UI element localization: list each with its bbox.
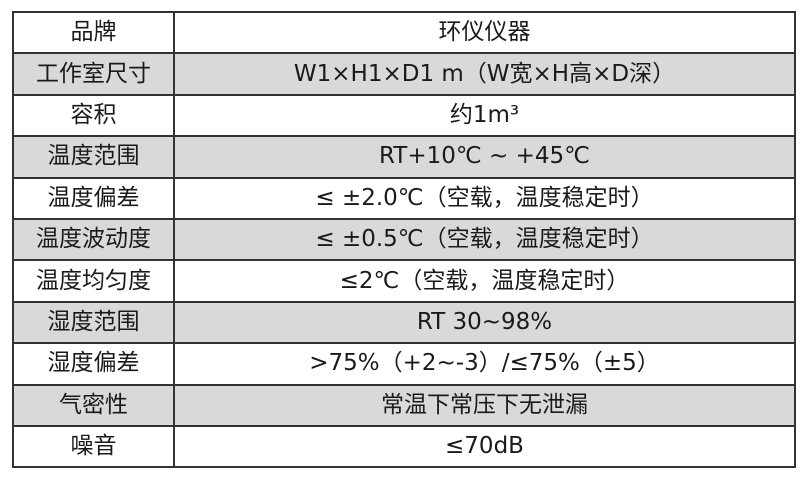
table-row: 工作室尺寸 W1×H1×D1 m（W宽×H高×D深） [12, 52, 796, 96]
table-row: 温度波动度 ≤ ±0.5℃（空载，温度稳定时） [12, 217, 796, 262]
row-value: ≤2℃（空载，温度稳定时） [173, 259, 796, 303]
row-value: RT+10℃ ~ +45℃ [173, 135, 796, 179]
row-label: 噪音 [12, 424, 175, 469]
row-value: 约1m³ [173, 93, 796, 138]
row-label: 温度波动度 [12, 217, 175, 262]
row-label: 湿度偏差 [12, 342, 175, 386]
table-row: 温度范围 RT+10℃ ~ +45℃ [12, 135, 796, 179]
table-row: 湿度偏差 >75%（+2~-3）/≤75%（±5） [12, 342, 796, 386]
row-label: 品牌 [12, 10, 175, 55]
table-row: 容积 约1m³ [12, 93, 796, 138]
table-row: 噪音 ≤70dB [12, 424, 796, 469]
row-value: 环仪仪器 [173, 10, 796, 55]
table-row: 温度偏差 ≤ ±2.0℃（空载，温度稳定时） [12, 176, 796, 220]
row-label: 温度均匀度 [12, 259, 175, 303]
table-row: 品牌 环仪仪器 [12, 10, 796, 55]
row-value: W1×H1×D1 m（W宽×H高×D深） [173, 52, 796, 96]
row-value: ≤70dB [173, 424, 796, 469]
row-label: 温度偏差 [12, 176, 175, 220]
row-label: 气密性 [12, 383, 175, 427]
row-value: >75%（+2~-3）/≤75%（±5） [173, 342, 796, 386]
row-label: 容积 [12, 93, 175, 138]
spec-table: 品牌 环仪仪器 工作室尺寸 W1×H1×D1 m（W宽×H高×D深） 容积 约1m³ 温度范… [12, 10, 796, 469]
table-row: 湿度范围 RT 30~98% [12, 300, 796, 345]
row-value: ≤ ±0.5℃（空载，温度稳定时） [173, 217, 796, 262]
row-label: 湿度范围 [12, 300, 175, 345]
table-row: 气密性 常温下常压下无泄漏 [12, 383, 796, 427]
row-label: 温度范围 [12, 135, 175, 179]
table-row: 温度均匀度 ≤2℃（空载，温度稳定时） [12, 259, 796, 303]
row-value: ≤ ±2.0℃（空载，温度稳定时） [173, 176, 796, 220]
row-value: RT 30~98% [173, 300, 796, 345]
row-label: 工作室尺寸 [12, 52, 175, 96]
row-value: 常温下常压下无泄漏 [173, 383, 796, 427]
